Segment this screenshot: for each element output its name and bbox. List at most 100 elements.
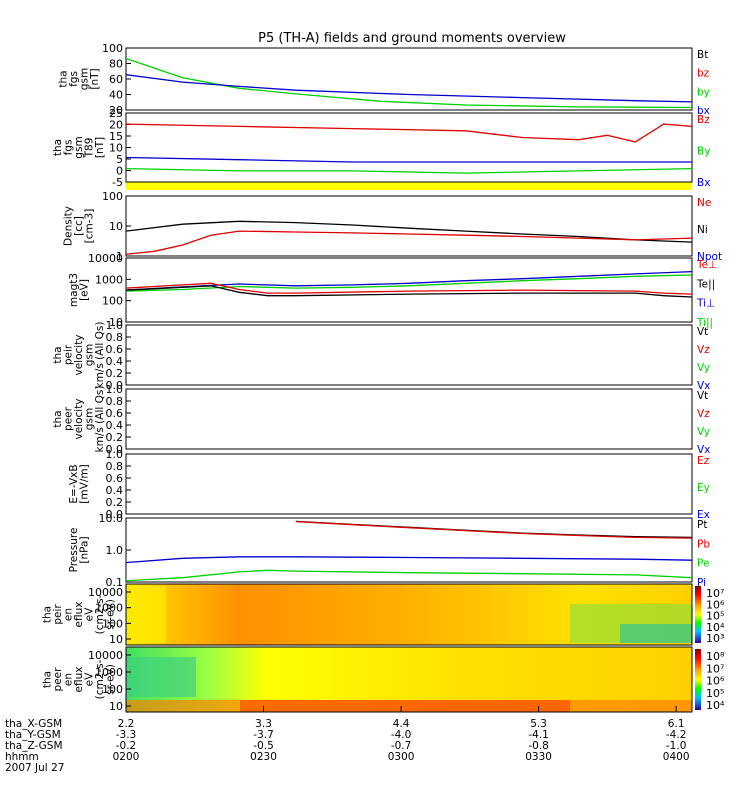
colorbar-tick: 10⁸ <box>706 650 725 663</box>
y-tick-label: 0.0 <box>106 508 124 521</box>
y-axis-label-line: [eV] <box>78 279 90 301</box>
x-tick-value: -4.2 <box>666 729 687 741</box>
legend-Ex: Ex <box>697 509 710 521</box>
y-axis-label-line: tha <box>52 139 64 156</box>
x-tick-value: -3.7 <box>253 729 274 741</box>
y-axis-label-line: gsm <box>84 408 96 430</box>
x-tick-value: -0.5 <box>253 740 274 752</box>
series-Pt <box>295 520 693 539</box>
y-axis-label: Pressure[nPa] <box>68 528 91 573</box>
legend-Pe: Pe <box>697 558 709 570</box>
y-tick-label: 0.6 <box>106 407 124 420</box>
panel-frame <box>125 388 693 450</box>
y-tick-label: 0.2 <box>106 496 124 509</box>
series-Ni <box>125 220 693 243</box>
y-tick-label: 0.6 <box>106 472 124 485</box>
legend-Bz: Bz <box>697 114 710 126</box>
x-tick-value: -1.0 <box>666 740 687 752</box>
y-axis-label-line: velocity <box>73 398 85 439</box>
x-tick-value: 2.2 <box>118 718 135 730</box>
y-tick-label: 100 <box>102 295 123 308</box>
y-tick-label: 15 <box>109 130 123 143</box>
x-tick-value: -3.3 <box>116 729 137 741</box>
y-axis-label-line: Pressure <box>68 528 80 573</box>
y-tick-label: 0.8 <box>106 331 124 344</box>
y-axis-label-line: fgs <box>68 71 80 87</box>
panels: 10080604020thafgsgsm[nT]Btbzbybx25201510… <box>42 42 725 713</box>
y-axis-label-line: eV <box>84 607 96 621</box>
y-tick-label: 10.0 <box>99 512 124 525</box>
legend-Ti||: Ti|| <box>696 317 713 329</box>
panel-frame <box>125 583 693 646</box>
series-Pi <box>125 556 693 564</box>
y-tick-label: 0.2 <box>106 431 124 444</box>
y-axis-label-line: peer <box>63 406 75 431</box>
y-axis-label: Density[cc][cm-3] <box>63 206 96 246</box>
series-bx <box>125 74 693 103</box>
panel-p8: 10.0 1.0 0.1 Pressure[nPa] Pt Pb Pe Pi <box>68 512 711 589</box>
panel-frame <box>125 646 693 713</box>
y-tick-label: 10 <box>109 633 123 646</box>
y-axis-label-line: fgs <box>63 140 75 156</box>
y-tick-label: 40 <box>109 89 123 102</box>
legend-Vz: Vz <box>697 344 710 356</box>
y-axis-label-line: tha <box>42 671 54 688</box>
x-row-label-1: tha_Y-GSM <box>5 729 61 741</box>
series-Pe <box>125 569 693 582</box>
y-tick-label: 0.8 <box>106 460 124 473</box>
legend-bz: bz <box>697 68 710 80</box>
y-axis-label-line: eflux <box>73 667 85 693</box>
legend-Vt: Vt <box>697 390 708 402</box>
y-axis-label-line: [cm-3] <box>84 209 96 244</box>
legend-Pi: Pi <box>697 577 706 589</box>
spectrogram-band <box>240 700 570 712</box>
x-row-label-0: tha_X-GSM <box>5 718 62 730</box>
y-tick-label: 20 <box>109 104 123 117</box>
date-label: 2007 Jul 27 <box>5 762 64 774</box>
y-tick-label: 1.0 <box>106 448 124 461</box>
panel-frame <box>125 453 693 515</box>
legend-Vx: Vx <box>697 444 710 456</box>
y-tick-label: 100 <box>102 617 123 630</box>
y-axis-label-line: T89 <box>84 138 96 159</box>
y-axis-label-line: [nT] <box>89 68 101 89</box>
x-tick-value: -0.8 <box>528 740 549 752</box>
legend-By: By <box>697 146 710 158</box>
y-tick-label: 0.2 <box>106 367 124 380</box>
y-tick-label: 1000 <box>95 666 123 679</box>
x-tick-value: 0330 <box>525 751 552 763</box>
series-Te⊥ <box>125 282 693 295</box>
legend-Te||: Te|| <box>696 278 715 290</box>
legend-Ti⊥: Ti⊥ <box>696 298 715 310</box>
y-axis-label-line: sr-eV) <box>105 664 117 695</box>
x-row-label-3: hhmm <box>5 751 39 763</box>
y-tick-label: 10 <box>109 700 123 713</box>
y-tick-label: 60 <box>109 73 123 86</box>
x-row-label-2: tha_Z-GSM <box>5 740 63 752</box>
y-axis-label-line: km/s (All Qs) <box>94 322 106 389</box>
y-axis-label-line: sr-eV) <box>105 599 117 630</box>
y-tick-label: 1.0 <box>106 383 124 396</box>
y-tick-label: 0.0 <box>106 443 124 456</box>
colorbar-p10 <box>695 649 701 710</box>
y-tick-label: 80 <box>109 58 123 71</box>
y-tick-label: 25 <box>109 107 123 120</box>
colorbar-tick: 10⁵ <box>706 687 724 700</box>
y-tick-label: 5 <box>116 153 123 166</box>
panel-frame <box>125 257 693 323</box>
y-tick-label: 0.4 <box>106 419 124 432</box>
legend-Te⊥: Te⊥ <box>696 259 717 271</box>
panel-frame <box>125 47 693 111</box>
legend-Bx: Bx <box>697 177 710 189</box>
spectrogram-band <box>126 657 196 697</box>
y-tick-label: 1000 <box>95 602 123 615</box>
series-Bx <box>125 156 692 163</box>
y-tick-label: 20 <box>109 119 123 132</box>
panel-p4: 10000 1000 100 10 magt3[eV] Te⊥ Te|| Ti⊥ Ti|| <box>68 252 718 329</box>
